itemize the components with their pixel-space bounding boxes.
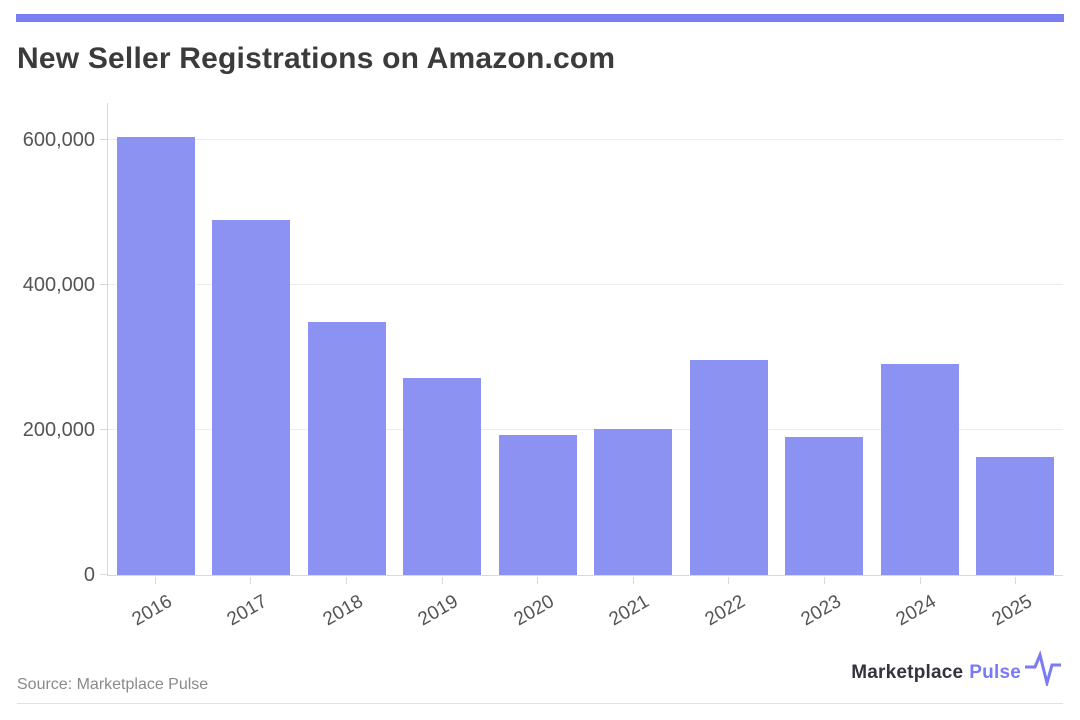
x-tick-label-2021: 2021 <box>606 591 654 631</box>
x-tick-label-2025: 2025 <box>988 591 1036 631</box>
bar-slot-2021 <box>586 103 682 575</box>
pulse-icon <box>1025 650 1061 686</box>
bar-2023 <box>785 437 864 575</box>
y-axis-tick <box>100 139 108 140</box>
bar-2022 <box>689 360 768 575</box>
x-tick-label-2016: 2016 <box>128 591 176 631</box>
bar-slot-2023 <box>777 103 873 575</box>
y-tick-label-400,000: 400,000 <box>22 274 95 296</box>
x-axis-tick <box>823 577 825 584</box>
bar-2016 <box>116 137 195 575</box>
x-cell-2024: 2024 <box>872 577 968 639</box>
gridline-200,000 <box>108 429 1063 430</box>
gridline-600,000 <box>108 139 1063 140</box>
x-axis-tick <box>345 577 347 584</box>
y-tick-label-600,000: 600,000 <box>22 129 95 151</box>
bar-slot-2019 <box>395 103 491 575</box>
bar-slot-2024 <box>872 103 968 575</box>
x-cell-2025: 2025 <box>967 577 1063 639</box>
y-tick-label-200,000: 200,000 <box>22 419 95 441</box>
accent-strip <box>16 14 1064 22</box>
x-axis-tick <box>154 577 156 584</box>
bar-2018 <box>307 322 386 575</box>
gridline-400,000 <box>108 284 1063 285</box>
x-axis-tick <box>728 577 730 584</box>
bar-2024 <box>880 364 959 575</box>
brand-word-accent: Pulse <box>969 662 1021 683</box>
bar-slot-2022 <box>681 103 777 575</box>
x-tick-label-2024: 2024 <box>892 591 941 631</box>
bar-slot-2018 <box>299 103 395 575</box>
x-axis-tick <box>919 577 921 584</box>
x-cell-2018: 2018 <box>298 577 394 639</box>
x-cell-2023: 2023 <box>776 577 872 639</box>
chart-title: New Seller Registrations on Amazon.com <box>17 42 616 75</box>
x-axis-tick <box>537 577 539 584</box>
x-cell-2021: 2021 <box>585 577 681 639</box>
bar-slot-2017 <box>204 103 300 575</box>
x-axis-tick <box>441 577 443 584</box>
bar-2025 <box>976 457 1055 575</box>
y-axis-tick <box>100 429 108 430</box>
footer-divider <box>17 703 1063 704</box>
source-note: Source: Marketplace Pulse <box>17 676 209 693</box>
x-cell-2017: 2017 <box>203 577 299 639</box>
x-tick-label-2020: 2020 <box>510 591 558 631</box>
y-axis-tick <box>100 574 108 575</box>
bar-2021 <box>594 429 673 575</box>
x-axis: 2016 2017 2018 2019 2020 2021 2022 2023 2024 2025 <box>107 577 1063 639</box>
x-axis-tick <box>632 577 634 584</box>
brand-word-primary: Marketplace <box>851 662 964 683</box>
x-tick-label-2023: 2023 <box>797 591 845 631</box>
x-tick-label-2019: 2019 <box>414 591 463 631</box>
bars-layer <box>108 103 1063 575</box>
x-tick-label-2022: 2022 <box>701 591 749 631</box>
y-tick-label-0: 0 <box>83 564 95 586</box>
bar-slot-2025 <box>968 103 1064 575</box>
x-tick-label-2018: 2018 <box>319 591 367 631</box>
bar-2019 <box>403 378 482 575</box>
bar-2017 <box>212 220 291 575</box>
brand-logo: Marketplace Pulse <box>851 650 1063 686</box>
x-axis-tick <box>250 577 252 584</box>
bar-chart-plot-area: 0 200,000 400,000 600,000 <box>23 103 1063 586</box>
bar-slot-2020 <box>490 103 586 575</box>
x-cell-2022: 2022 <box>681 577 777 639</box>
x-cell-2019: 2019 <box>394 577 490 639</box>
bar-2020 <box>498 435 577 575</box>
y-axis-tick <box>100 284 108 285</box>
bar-slot-2016 <box>108 103 204 575</box>
x-axis-tick <box>1015 577 1017 584</box>
x-tick-label-2017: 2017 <box>223 591 271 631</box>
x-cell-2020: 2020 <box>489 577 585 639</box>
x-cell-2016: 2016 <box>107 577 203 639</box>
